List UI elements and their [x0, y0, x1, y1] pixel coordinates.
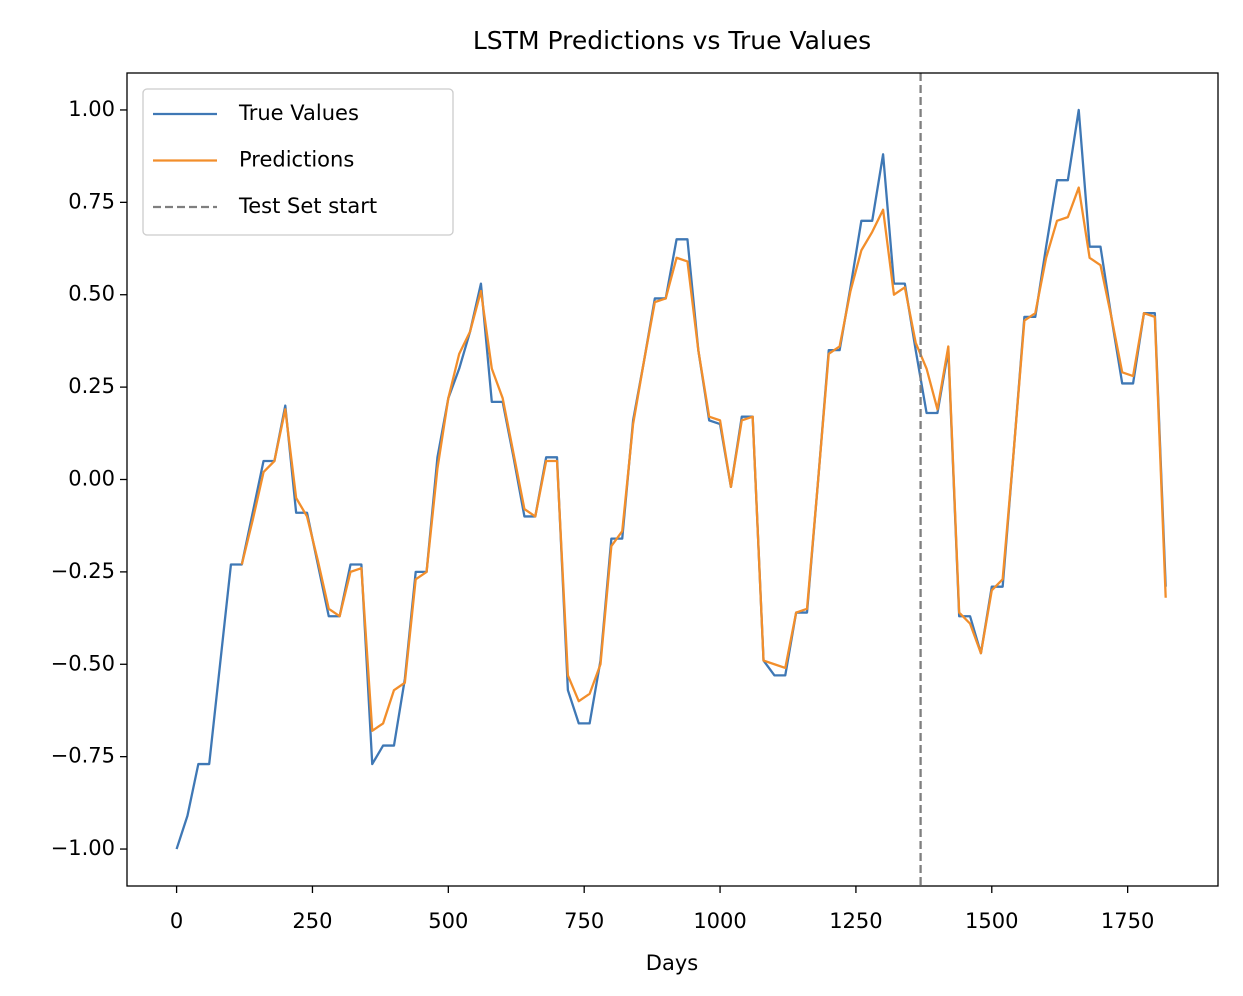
y-tick-label: 0.00 — [68, 467, 115, 491]
y-tick-label: 1.00 — [68, 97, 115, 121]
x-tick-label: 1000 — [693, 909, 746, 933]
plot-frame — [126, 72, 1219, 887]
chart-title: LSTM Predictions vs True Values — [473, 26, 871, 55]
series-line — [240, 186, 1167, 732]
y-tick-label: 0.75 — [68, 189, 115, 213]
legend-label: True Values — [238, 101, 359, 125]
y-tick-label: 0.25 — [68, 374, 115, 398]
x-tick-label: 250 — [292, 909, 332, 933]
y-tick-label: −0.25 — [51, 559, 115, 583]
x-tick-label: 1750 — [1101, 909, 1154, 933]
legend-label: Predictions — [239, 148, 354, 172]
x-tick-label: 0 — [170, 909, 183, 933]
y-tick-label: 0.50 — [68, 282, 115, 306]
legend-label: Test Set start — [238, 194, 377, 218]
x-tick-label: 500 — [428, 909, 468, 933]
x-tick-label: 1500 — [965, 909, 1018, 933]
x-tick-label: 1250 — [829, 909, 882, 933]
x-axis-label: Days — [646, 951, 698, 975]
legend-box — [142, 88, 454, 236]
y-tick-label: −0.50 — [51, 651, 115, 675]
y-tick-label: −0.75 — [51, 744, 115, 768]
x-tick-label: 750 — [564, 909, 604, 933]
y-tick-label: −1.00 — [51, 836, 115, 860]
